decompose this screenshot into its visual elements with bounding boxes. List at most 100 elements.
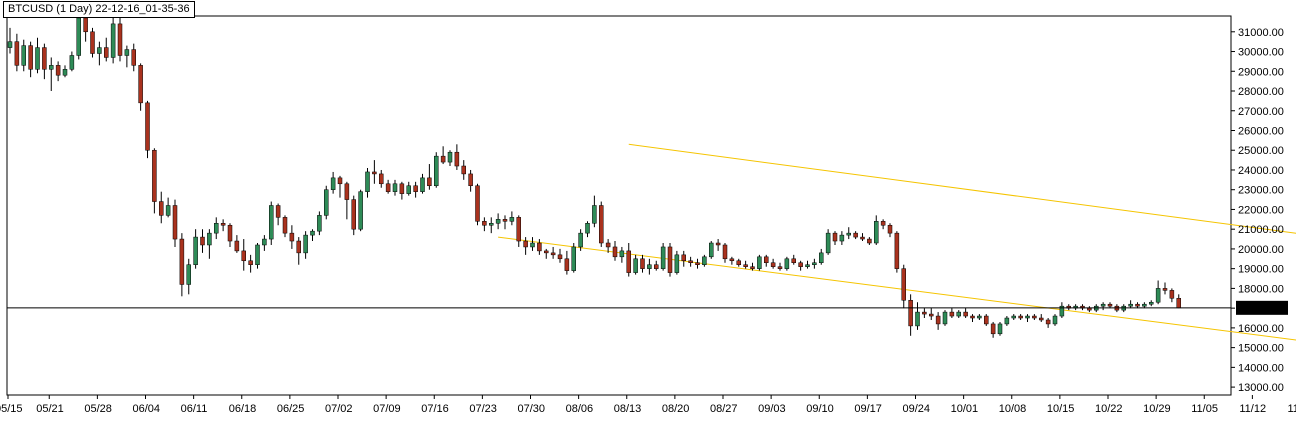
candle-body [537,242,542,252]
x-axis: 05/15 05/21 05/28 06/04 06/11 06/18 06/25 07/02… [0,395,1296,415]
candle-body [282,217,288,234]
candle [977,314,982,320]
candle-body [337,177,343,185]
candle [330,171,336,194]
candle [757,254,762,271]
candle-body [49,65,54,70]
x-tick-label: 09/03 [758,403,786,415]
candle [69,51,75,72]
candle [392,179,398,196]
x-tick-label: 09/10 [806,403,834,415]
candle [949,308,955,319]
candle-body [165,205,171,216]
candle-body [715,242,721,246]
candle-body [214,223,219,234]
candle [1018,314,1023,320]
candle-body [633,258,638,273]
y-tick-label: 22000.00 [1238,204,1284,216]
x-tick-label: 09/24 [903,403,931,415]
candle [880,219,886,230]
candle-body [557,254,563,260]
candle [365,167,370,198]
candle [674,250,680,275]
candle-body [324,189,329,216]
candle-body [269,205,274,240]
candle [351,195,356,236]
candle [124,45,130,68]
candle [770,258,776,269]
current-price-marker: 17016.00 [7,300,1288,315]
candle [110,17,116,64]
candle [172,199,178,247]
x-tick-label: 06/04 [133,403,161,415]
candle [482,217,487,232]
candle-body [406,185,411,194]
candle-body [1032,315,1037,319]
candle [49,57,54,92]
candle-body [612,246,618,258]
candle-body [750,266,755,269]
candle-body [385,183,391,192]
candle [523,237,528,255]
x-tick-label: 06/18 [229,403,257,415]
candle [227,223,233,247]
candle-body [365,171,370,192]
x-tick-label: 10/22 [1095,403,1123,415]
x-tick-label: 10/29 [1143,403,1171,415]
candle [35,37,40,74]
candle-body [695,262,700,265]
candle [234,235,240,253]
candle-body [550,252,556,256]
candle [1155,280,1161,305]
candle [214,217,219,240]
candle-body [454,151,460,167]
candle [585,221,590,238]
candle-body [399,183,405,194]
y-tick-label: 28000.00 [1238,86,1284,98]
candle [165,197,171,218]
candle [564,250,570,275]
candle-body [1176,298,1181,309]
candle [805,260,810,269]
candle [83,16,88,42]
candle [867,237,872,245]
candle [702,254,707,267]
candle-body [1087,307,1092,311]
candle-body [997,323,1003,335]
candle [131,43,136,72]
candle [1107,302,1113,309]
candle [406,181,411,196]
candle-body [901,268,906,301]
candle-body [764,256,769,263]
x-tick-label: 05/15 [0,403,23,415]
candle-body [990,323,996,335]
candle-body [791,258,796,263]
candle [97,41,102,66]
candle-body [819,252,824,263]
candle-body [234,240,240,252]
candle [55,61,61,82]
candle [152,148,157,214]
candle-body [193,236,198,265]
candle-body [1018,315,1023,319]
candle [1169,288,1175,303]
candle-body [248,260,253,265]
candle-body [1100,303,1106,307]
candle-body [255,244,260,265]
candle-body [351,199,356,230]
candle [825,229,831,255]
candle [1142,302,1147,309]
candle-body [640,258,645,269]
candle-body [1169,290,1175,299]
x-tick-label: 08/06 [566,403,594,415]
candle-body [69,55,75,70]
candle [255,243,260,269]
chart-title: BTCUSD (1 Day) 22-12-16_01-35-36 [3,1,195,18]
candle-body [475,185,480,222]
candle [715,239,721,251]
candle [138,63,143,111]
candle [530,237,535,251]
candle-body [379,173,384,185]
candle-body [179,238,185,285]
